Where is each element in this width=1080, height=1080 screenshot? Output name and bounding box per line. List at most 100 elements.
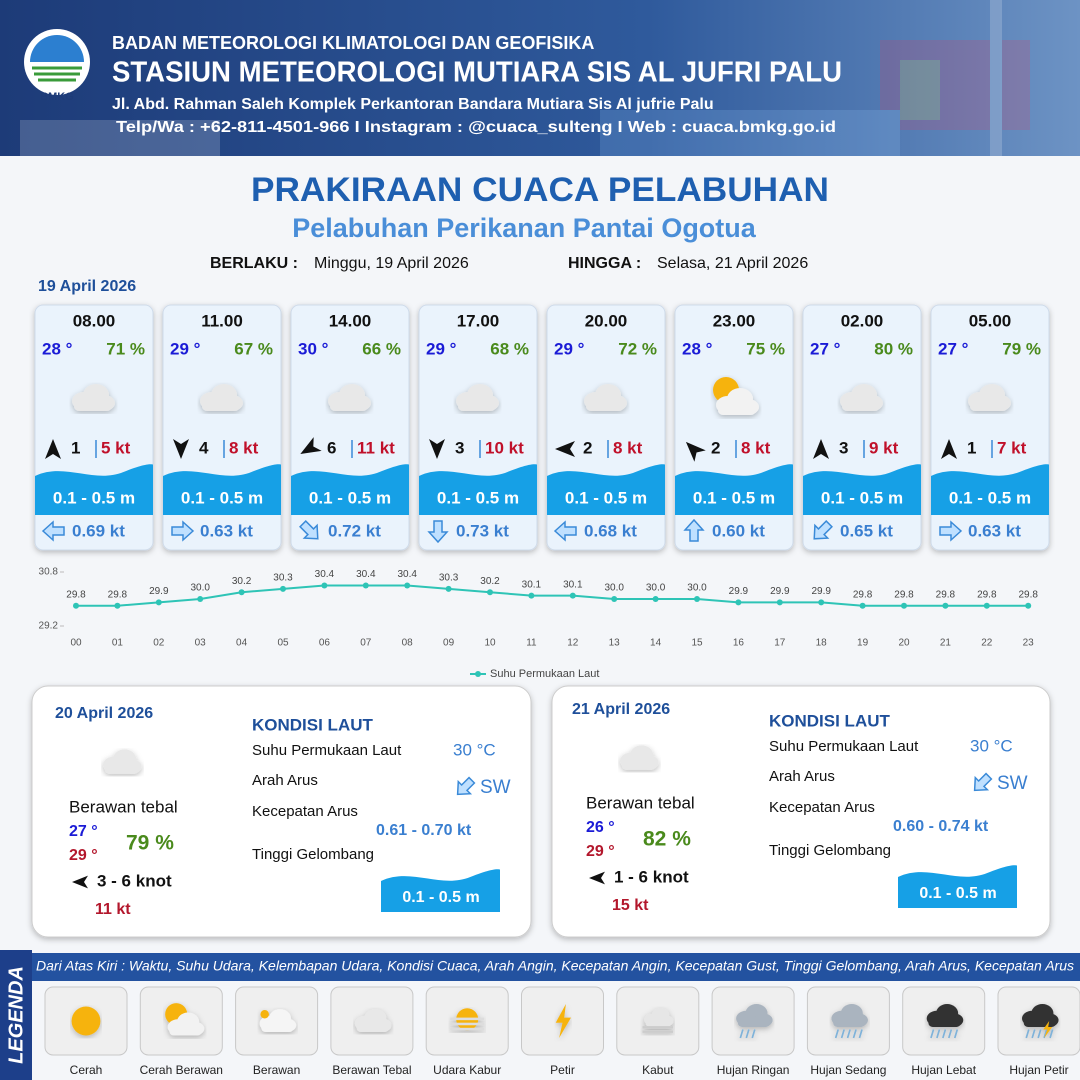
x-tick-label: 01: [112, 638, 124, 649]
wind-arrow: [685, 441, 706, 462]
wave-label: Tinggi Gelombang: [252, 846, 374, 863]
cloud: [928, 1018, 961, 1027]
x-tick-label: 07: [360, 638, 372, 649]
rain: [751, 1029, 756, 1039]
wave-height: 0.1 - 0.5 m: [919, 885, 996, 902]
header-bg: [0, 0, 1080, 156]
legend-label: Suhu Permukaan Laut: [490, 668, 599, 680]
validity-to: Selasa, 21 April 2026: [657, 255, 808, 272]
current-speed: 0.68 kt: [584, 521, 637, 540]
rain: [947, 1029, 953, 1039]
x-tick-label: 20: [898, 638, 910, 649]
cloud: [718, 405, 756, 415]
panel-date: 21 April 2026: [572, 701, 670, 718]
wind-arrow: [813, 439, 829, 459]
sst: 30 °C: [970, 736, 1013, 755]
weather-icon: [71, 1006, 101, 1036]
current-speed: 0.60 kt: [712, 521, 765, 540]
value-label: 29.9: [729, 586, 749, 597]
rain: [1049, 1029, 1054, 1039]
rain: [942, 1029, 947, 1039]
weather-icon: [259, 1009, 297, 1033]
temp-min: 26 °: [586, 819, 615, 836]
haze: [450, 1027, 485, 1031]
logo-mark: [30, 35, 84, 62]
wave-height: 0.1 - 0.5 m: [693, 488, 775, 507]
wave-height: 0.1 - 0.5 m: [949, 488, 1031, 507]
current-arrow: [456, 776, 476, 796]
current-dir: SW: [480, 777, 511, 798]
legend-item: Hujan Lebat: [911, 1063, 976, 1077]
sun: [71, 1006, 101, 1036]
cloud: [737, 1018, 771, 1027]
wind-arrow: [72, 875, 88, 889]
x-tick-label: 23: [1023, 638, 1035, 649]
current-arrow: [939, 520, 963, 542]
y-tick-label: 30.8: [39, 567, 59, 578]
validity-label: HINGGA :: [568, 255, 641, 272]
address: Jl. Abd. Rahman Saleh Komplek Perkantora…: [112, 96, 714, 113]
bolt: [1043, 1021, 1053, 1038]
current-arrow: [973, 772, 993, 792]
humidity: 68 %: [490, 339, 529, 358]
wind-arrow: [173, 439, 189, 459]
cloud: [833, 1018, 866, 1027]
haze: [450, 1017, 485, 1021]
value-label: 29.8: [66, 589, 86, 600]
cloud: [842, 401, 880, 411]
gust: 11 kt: [95, 901, 131, 918]
rain: [745, 1029, 750, 1039]
wave: [381, 869, 500, 912]
wind-arrow: [429, 439, 445, 459]
value-label: 29.8: [853, 589, 873, 600]
x-tick-label: 14: [650, 638, 662, 649]
value-label: 30.1: [563, 579, 583, 590]
value-label: 30.1: [522, 579, 542, 590]
legend-item: Kabut: [642, 1063, 674, 1077]
x-tick-label: 03: [195, 638, 207, 649]
sst-point: [238, 589, 245, 596]
wave-height: 0.1 - 0.5 m: [565, 488, 647, 507]
wind-arrow: [941, 439, 957, 459]
header-decor: [20, 0, 1030, 156]
legend-description: Dari Atas Kiri : Waktu, Suhu Udara, Kele…: [36, 958, 1074, 974]
temperature: 28 °: [42, 339, 73, 358]
x-tick-label: 10: [484, 638, 496, 649]
legend-title: LEGENDA: [5, 966, 27, 1064]
weather-icon: [103, 749, 142, 774]
cloud: [356, 1023, 389, 1033]
wave-height: 0.1 - 0.5 m: [437, 488, 519, 507]
haze: [450, 1022, 485, 1026]
time: 17.00: [457, 311, 500, 330]
current-dir-label: Arah Arus: [769, 768, 835, 785]
legend-item: Cerah Berawan: [140, 1063, 223, 1077]
current-speed: 0.73 kt: [456, 521, 509, 540]
sst-point: [487, 589, 493, 596]
rain: [1025, 1029, 1030, 1039]
weather-icon: [840, 384, 883, 411]
temperature: 29 °: [426, 339, 457, 358]
y-tick-label: 29.2: [39, 621, 59, 632]
wind-arrow: [45, 439, 61, 459]
current-arrow: [41, 520, 65, 542]
wind-arrow: [555, 441, 575, 457]
legend-item: Hujan Sedang: [810, 1063, 886, 1077]
value-label: 30.4: [315, 569, 335, 580]
rain: [953, 1029, 959, 1039]
x-tick-label: 04: [236, 638, 248, 649]
day-panel: [31, 685, 532, 938]
value-label: 29.8: [977, 589, 997, 600]
sst-point: [362, 582, 369, 589]
gust: 15 kt: [612, 897, 649, 914]
value-label: 30.0: [190, 583, 210, 594]
x-tick-label: 05: [277, 638, 289, 649]
gust: 9 kt: [869, 438, 899, 457]
legend-item: Cerah: [70, 1063, 103, 1077]
sst-point: [155, 599, 162, 606]
wave-height: 0.1 - 0.5 m: [53, 488, 135, 507]
x-tick-label: 21: [940, 638, 952, 649]
sst-point: [859, 602, 866, 609]
temperature: 27 °: [938, 339, 969, 358]
legend-item: Udara Kabur: [433, 1063, 501, 1077]
